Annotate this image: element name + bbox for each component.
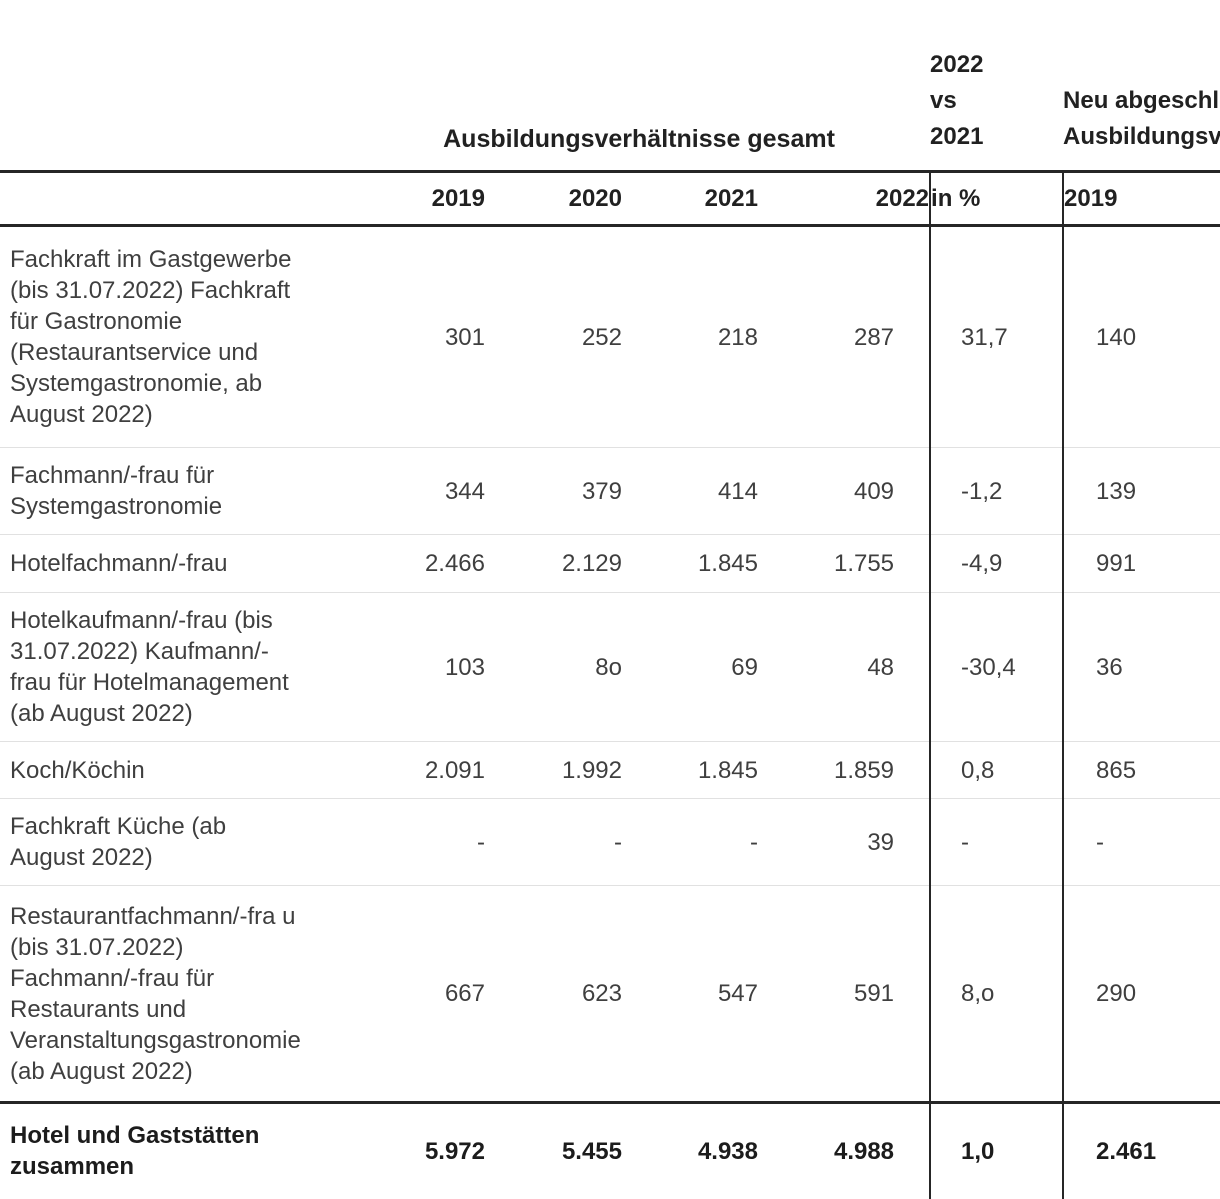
column-header-2022: 2022 xyxy=(758,170,931,227)
cell-2019: 344 xyxy=(348,447,485,535)
total-2021: 4.938 xyxy=(622,1101,758,1199)
group-header-new-contracts: Neu abgeschlossene Ausbildungsverträge xyxy=(1063,87,1220,150)
total-2020: 5.455 xyxy=(485,1101,622,1199)
total-row: Hotel und Gaststätten zusammen 5.972 5.4… xyxy=(0,1101,1220,1199)
cell-2022: 48 xyxy=(758,592,931,742)
table-row: Hotelfachmann/-frau 2.466 2.129 1.845 1.… xyxy=(0,534,1220,593)
cell-new-2019: 36 xyxy=(1063,592,1220,742)
group-header-total: Ausbildungsverhältnisse gesamt xyxy=(443,125,835,153)
cell-2019: 2.091 xyxy=(348,741,485,799)
group-header-empty xyxy=(0,0,348,172)
row-label: Fachkraft Küche (ab August 2022) xyxy=(0,798,348,886)
cell-2022: 409 xyxy=(758,447,931,535)
cell-2022: 1.859 xyxy=(758,741,931,799)
cell-new-2019: - xyxy=(1063,798,1220,886)
cell-2020: - xyxy=(485,798,622,886)
table-row: Fachkraft Küche (ab August 2022) - - - 3… xyxy=(0,798,1220,886)
total-change-pct: 1,0 xyxy=(929,1101,1065,1199)
cell-new-2019: 865 xyxy=(1063,741,1220,799)
cell-2020: 8o xyxy=(485,592,622,742)
cell-change-pct: -30,4 xyxy=(929,592,1065,742)
row-label: Hotelkaufmann/-frau (bis 31.07.2022) Kau… xyxy=(0,592,348,742)
column-header-empty xyxy=(0,170,348,227)
cell-change-pct: -1,2 xyxy=(929,447,1065,535)
cell-2020: 623 xyxy=(485,885,622,1103)
cell-new-2019: 139 xyxy=(1063,447,1220,535)
cell-2021: 1.845 xyxy=(622,741,758,799)
row-label: Restaurantfachmann/-fra u (bis 31.07.202… xyxy=(0,885,348,1103)
cell-2020: 1.992 xyxy=(485,741,622,799)
total-label: Hotel und Gaststätten zusammen xyxy=(0,1101,348,1199)
cell-2020: 379 xyxy=(485,447,622,535)
total-new-2019: 2.461 xyxy=(1063,1101,1220,1199)
cell-2020: 252 xyxy=(485,225,622,448)
cell-2021: 414 xyxy=(622,447,758,535)
cell-2019: 2.466 xyxy=(348,534,485,593)
group-header-change: 2022 vs 2021 xyxy=(930,51,984,150)
cell-change-pct: 31,7 xyxy=(929,225,1065,448)
column-header-row: 2019 2020 2021 2022 in % 2019 xyxy=(0,170,1220,227)
table-row: Fachkraft im Gastgewerbe (bis 31.07.2022… xyxy=(0,225,1220,448)
cell-change-pct: 8,o xyxy=(929,885,1065,1103)
cell-2020: 2.129 xyxy=(485,534,622,593)
table-row: Koch/Köchin 2.091 1.992 1.845 1.859 0,8 … xyxy=(0,741,1220,799)
column-header-new-2019: 2019 xyxy=(1063,170,1220,227)
cell-2022: 591 xyxy=(758,885,931,1103)
column-header-percent: in % xyxy=(929,170,1065,227)
cell-2021: 1.845 xyxy=(622,534,758,593)
cell-2021: 218 xyxy=(622,225,758,448)
cell-new-2019: 991 xyxy=(1063,534,1220,593)
cell-change-pct: 0,8 xyxy=(929,741,1065,799)
total-2019: 5.972 xyxy=(348,1101,485,1199)
cell-2022: 1.755 xyxy=(758,534,931,593)
cell-2019: 103 xyxy=(348,592,485,742)
row-label: Koch/Köchin xyxy=(0,741,348,799)
cell-2021: 69 xyxy=(622,592,758,742)
table-row: Restaurantfachmann/-fra u (bis 31.07.202… xyxy=(0,885,1220,1103)
column-header-2019: 2019 xyxy=(348,170,485,227)
cell-2022: 287 xyxy=(758,225,931,448)
group-header-row: Ausbildungsverhältnisse gesamt 2022 vs 2… xyxy=(0,0,1220,172)
cell-new-2019: 290 xyxy=(1063,885,1220,1103)
column-header-2021: 2021 xyxy=(622,170,758,227)
cell-change-pct: -4,9 xyxy=(929,534,1065,593)
cell-change-pct: - xyxy=(929,798,1065,886)
column-header-2020: 2020 xyxy=(485,170,622,227)
cell-2019: - xyxy=(348,798,485,886)
cell-2021: - xyxy=(622,798,758,886)
table-row: Hotelkaufmann/-frau (bis 31.07.2022) Kau… xyxy=(0,592,1220,742)
cell-2019: 301 xyxy=(348,225,485,448)
total-2022: 4.988 xyxy=(758,1101,931,1199)
row-label: Hotelfachmann/-frau xyxy=(0,534,348,593)
row-label: Fachkraft im Gastgewerbe (bis 31.07.2022… xyxy=(0,225,348,448)
table-row: Fachmann/-frau für Systemgastronomie 344… xyxy=(0,447,1220,535)
cell-2021: 547 xyxy=(622,885,758,1103)
cell-2019: 667 xyxy=(348,885,485,1103)
row-label: Fachmann/-frau für Systemgastronomie xyxy=(0,447,348,535)
cell-new-2019: 140 xyxy=(1063,225,1220,448)
cell-2022: 39 xyxy=(758,798,931,886)
